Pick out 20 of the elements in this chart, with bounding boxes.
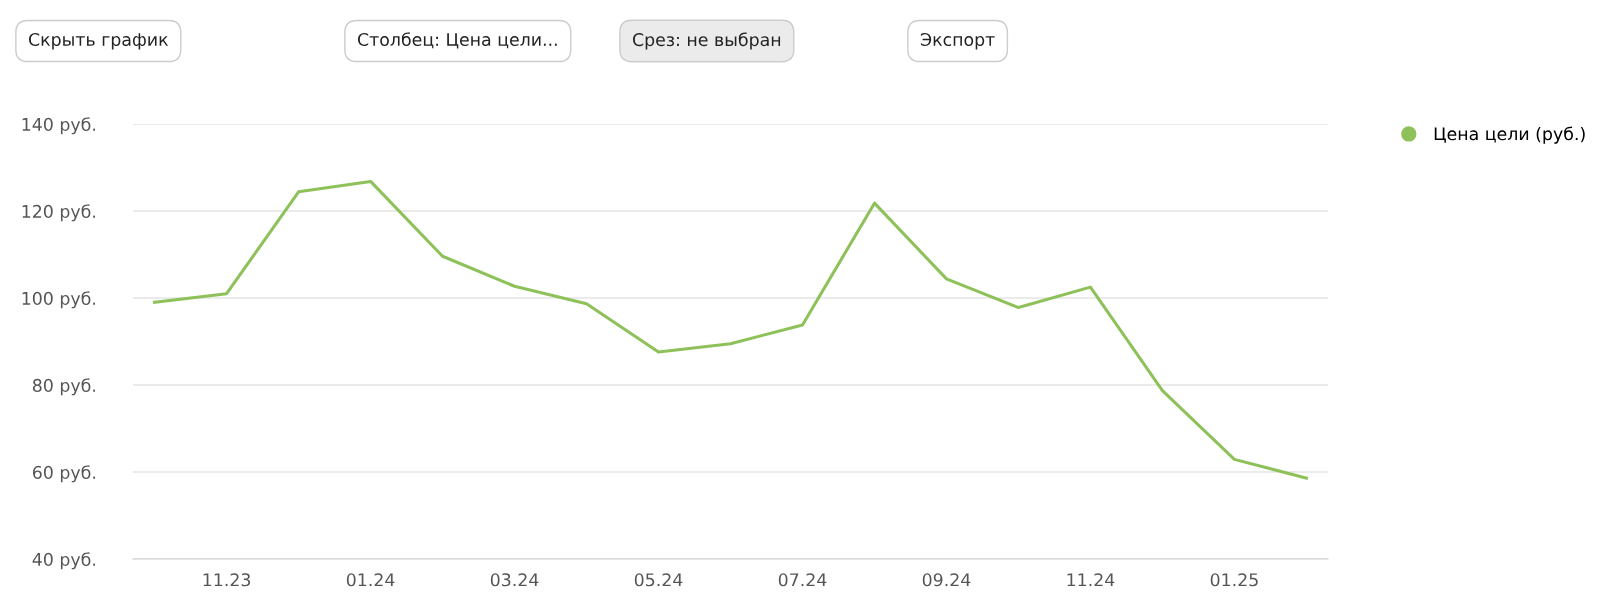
y-tick-label: 120 руб. xyxy=(22,204,96,222)
text: Экспорт xyxy=(920,32,995,50)
legend-label: Цена цели (руб.) xyxy=(1434,126,1585,144)
line-series xyxy=(153,179,1308,480)
y-tick-label: 40 руб. xyxy=(32,552,96,570)
x-tick-label: 11.24 xyxy=(1067,573,1115,587)
x-tick-label: 09.24 xyxy=(922,573,971,587)
text: Столбец: Цена цели... xyxy=(357,32,557,49)
y-tick-label: 100 руб. xyxy=(22,291,96,309)
x-tick-label: 11.23 xyxy=(203,573,251,587)
y-tick-label: 80 руб. xyxy=(32,378,96,396)
x-tick-label: 05.24 xyxy=(634,573,683,587)
x-tick-label: 01.25 xyxy=(1210,573,1258,587)
x-tick-label: 03.24 xyxy=(490,573,539,587)
x-tick-label: 07.24 xyxy=(778,573,827,587)
text: Срез: не выбран xyxy=(632,32,781,50)
y-tick-label: 60 руб. xyxy=(32,465,96,483)
text: Скрыть график xyxy=(28,32,169,50)
y-tick-label: 140 руб. xyxy=(22,117,96,135)
x-tick-label: 01.24 xyxy=(346,573,395,587)
